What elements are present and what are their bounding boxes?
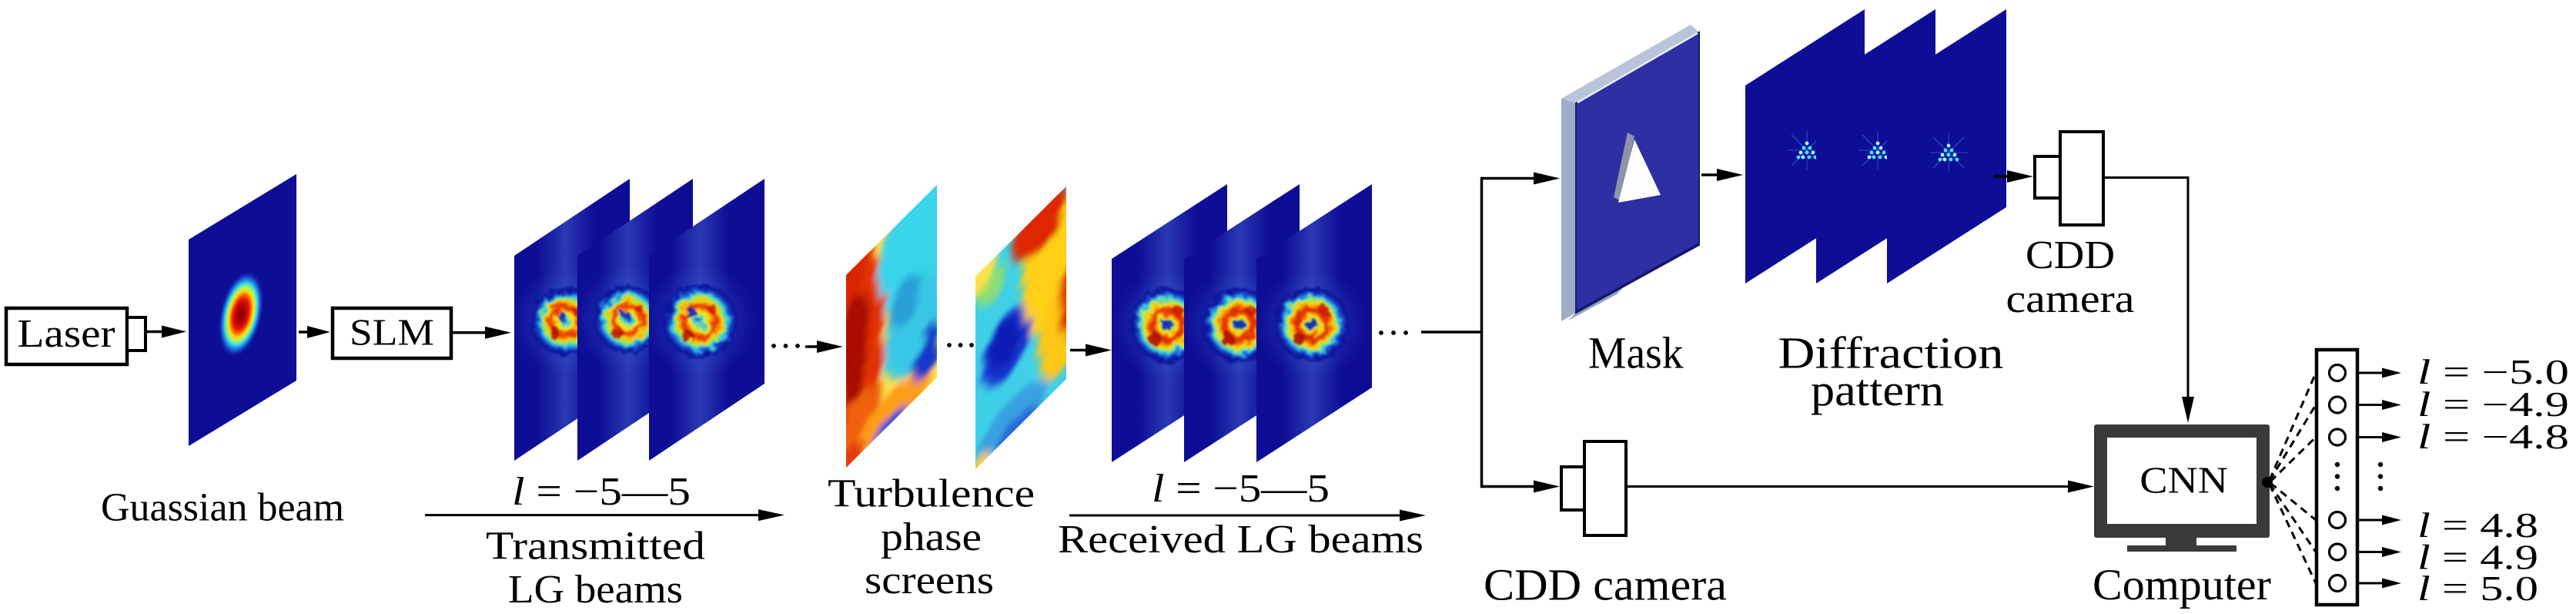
svg-text:Turbulence: Turbulence	[828, 472, 1035, 516]
svg-text:l = −5.0: l = −5.0	[2417, 353, 2569, 391]
svg-text:Diffraction: Diffraction	[1778, 328, 2004, 378]
svg-text:SLM: SLM	[350, 311, 434, 354]
svg-text:Laser: Laser	[18, 312, 115, 356]
svg-text:CDD camera: CDD camera	[1484, 560, 1727, 610]
svg-text:l = 4.9: l = 4.9	[2417, 539, 2538, 577]
svg-text:l = −5—5: l = −5—5	[512, 470, 691, 514]
svg-text:Guassian beam: Guassian beam	[101, 486, 344, 530]
svg-text:Received LG beams: Received LG beams	[1058, 518, 1423, 562]
svg-text:l = 4.8: l = 4.8	[2417, 506, 2538, 545]
svg-text:l = −5—5: l = −5—5	[1152, 467, 1330, 511]
svg-text:CDD: CDD	[2026, 233, 2115, 277]
svg-text:Mask: Mask	[1588, 328, 1684, 378]
svg-text:phase: phase	[881, 515, 982, 559]
svg-text:camera: camera	[2006, 277, 2135, 321]
svg-text:l = 5.0: l = 5.0	[2417, 569, 2538, 608]
svg-text:l = −4.9: l = −4.9	[2417, 385, 2569, 424]
svg-text:LG beams: LG beams	[508, 568, 683, 612]
svg-text:l = −4.8: l = −4.8	[2417, 418, 2569, 456]
svg-text:Transmitted: Transmitted	[486, 525, 705, 569]
svg-text:pattern: pattern	[1811, 365, 1944, 415]
svg-text:CNN: CNN	[2139, 458, 2228, 501]
svg-text:Computer: Computer	[2093, 561, 2271, 609]
svg-text:screens: screens	[865, 559, 994, 602]
